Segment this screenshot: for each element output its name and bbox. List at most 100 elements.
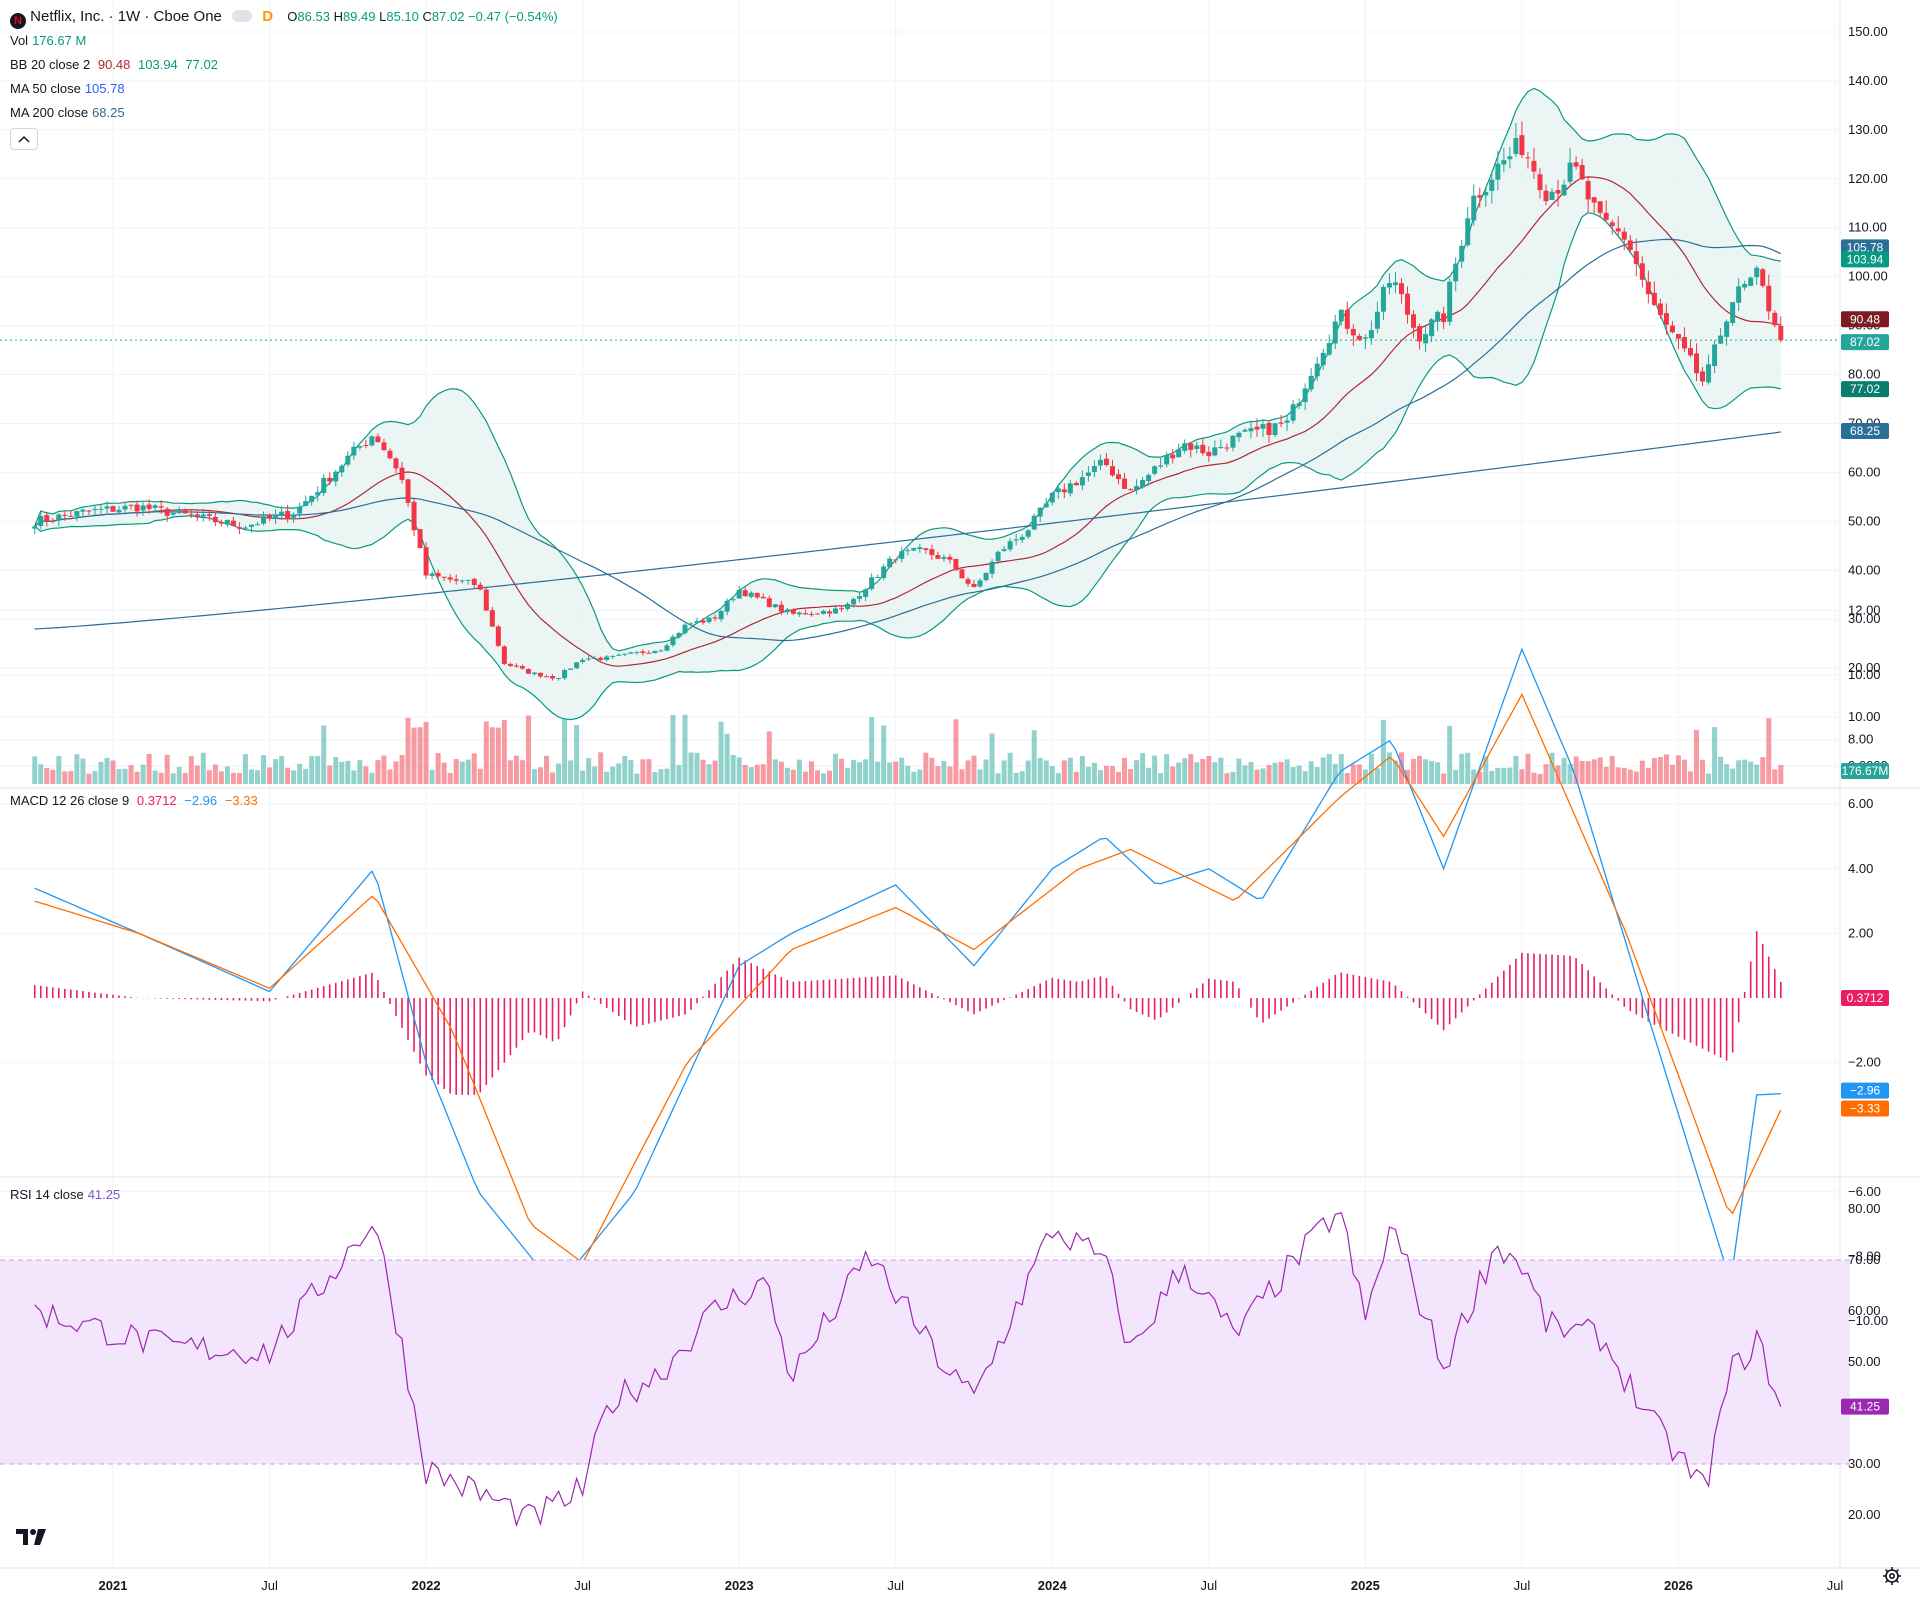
symbol-header[interactable]: N Netflix, Inc. · 1W · Cboe One D O86.53…: [10, 9, 558, 29]
rsi-legend[interactable]: RSI 14 close 41.25: [10, 1187, 121, 1202]
rsi-tag-text: 41.25: [1850, 1400, 1880, 1414]
collapse-legend-button[interactable]: [10, 128, 38, 150]
tradingview-logo-icon[interactable]: [14, 1525, 50, 1549]
candle-body: [1411, 314, 1417, 328]
candle-body: [333, 471, 339, 482]
volume-bar: [1615, 767, 1621, 784]
candle-body: [1061, 489, 1067, 493]
candle-body: [1109, 466, 1115, 476]
candle-body: [899, 551, 905, 559]
volume-bar: [1706, 773, 1712, 784]
candle: [1633, 238, 1639, 277]
candle: [333, 469, 339, 487]
volume-bar: [983, 759, 989, 784]
candle: [1248, 420, 1254, 439]
candle-body: [206, 514, 212, 516]
volume-bar: [646, 759, 652, 784]
candle: [1140, 476, 1146, 489]
macd-pane: [33, 647, 1782, 1287]
volume-bar: [670, 715, 676, 784]
candle: [297, 502, 303, 519]
candle-body: [592, 657, 598, 659]
candle-body: [188, 514, 194, 516]
candle-body: [833, 608, 839, 614]
volume-bar: [1146, 767, 1152, 784]
candle: [586, 655, 592, 662]
more-dots-icon[interactable]: [232, 10, 253, 22]
candle: [610, 655, 616, 660]
price-tick-label: 30.00: [1848, 611, 1881, 626]
macd-legend[interactable]: MACD 12 26 close 9 0.3712 −2.96 −3.33: [10, 793, 258, 808]
candle-body: [1067, 483, 1073, 494]
bb-legend[interactable]: BB 20 close 2 90.48 103.94 77.02: [10, 57, 218, 72]
candle-body: [74, 510, 80, 517]
candle-body: [1718, 335, 1724, 344]
volume-bar: [291, 770, 297, 784]
candle: [1031, 513, 1037, 531]
volume-bar: [1140, 752, 1146, 784]
candle-body: [1597, 201, 1603, 213]
candle: [1736, 278, 1742, 312]
candle: [236, 522, 242, 534]
price-tick-label: 130.00: [1848, 122, 1888, 137]
candle: [230, 516, 236, 527]
volume-bar: [1531, 772, 1537, 784]
candle: [616, 653, 622, 656]
candle-body: [1200, 444, 1206, 454]
candle: [923, 548, 929, 554]
candle-body: [1128, 489, 1134, 491]
volume-bar: [724, 733, 730, 784]
volume-bar: [1609, 755, 1615, 784]
volume-bar: [218, 771, 224, 784]
volume-bar: [1555, 765, 1561, 784]
candle-body: [140, 505, 146, 511]
candle-body: [212, 516, 218, 523]
candle: [285, 504, 291, 523]
candles: [32, 121, 1784, 681]
volume-bar: [586, 758, 592, 784]
candle-body: [1471, 195, 1477, 221]
volume-bar: [230, 772, 236, 784]
candle: [477, 581, 483, 591]
volume-bar: [1700, 759, 1706, 784]
candle: [321, 473, 327, 497]
candle-body: [1308, 375, 1314, 390]
volume-bar: [345, 760, 351, 784]
candle: [1368, 320, 1374, 345]
candle: [712, 614, 718, 622]
candle-body: [1513, 138, 1519, 154]
volume-bar: [628, 760, 634, 784]
candle: [1441, 306, 1447, 330]
volume-bar: [411, 727, 417, 784]
candle-body: [351, 446, 357, 456]
candle: [1218, 439, 1224, 449]
volume-bar: [772, 759, 778, 784]
volume-bar: [1392, 760, 1398, 784]
candle: [200, 508, 206, 522]
candle-body: [826, 611, 832, 614]
candle-body: [248, 524, 254, 527]
candle-body: [724, 600, 730, 612]
volume-bar: [447, 772, 453, 784]
candle: [881, 563, 887, 581]
candle: [453, 574, 459, 585]
candle-body: [1736, 286, 1742, 303]
settings-gear-icon[interactable]: [1882, 1566, 1902, 1586]
volume-bar: [1386, 752, 1392, 784]
time-label: 2022: [412, 1578, 441, 1593]
vol-legend[interactable]: Vol 176.67 M: [10, 33, 87, 48]
ma50-legend[interactable]: MA 50 close 105.78: [10, 81, 125, 96]
candle-body: [1085, 472, 1091, 476]
candle: [146, 499, 152, 514]
candle: [1525, 152, 1531, 169]
ma200-legend[interactable]: MA 200 close 68.25: [10, 105, 125, 120]
candle: [953, 558, 959, 571]
candle: [1531, 147, 1537, 179]
candle: [694, 617, 700, 624]
volume-bar: [279, 756, 285, 784]
volume-bar: [905, 765, 911, 784]
candle-body: [1392, 282, 1398, 286]
volume-bar: [1308, 761, 1314, 784]
macd-tick-label: 6.00: [1848, 796, 1873, 811]
